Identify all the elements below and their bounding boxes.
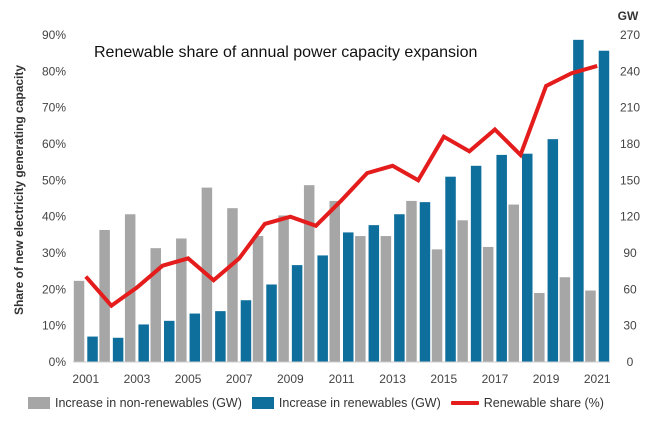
bar-non-renewables	[329, 200, 340, 362]
bar-non-renewables	[278, 215, 289, 362]
x-tick-label: 2015	[430, 372, 457, 386]
y-tick-label: 90%	[42, 28, 66, 42]
x-tick-label: 2013	[379, 372, 406, 386]
y-tick-label: 80%	[42, 64, 66, 78]
bar-renewables	[522, 153, 533, 362]
bar-renewables	[368, 225, 380, 362]
bar-non-renewables	[585, 290, 596, 362]
x-tick-label: 2011	[329, 372, 355, 386]
y2-tick-label: 30	[623, 319, 637, 333]
y-tick-label: 60%	[42, 137, 66, 151]
bar-non-renewables	[431, 249, 443, 362]
bar-non-renewables	[355, 236, 366, 362]
chart-title: Renewable share of annual power capacity…	[94, 44, 477, 61]
y-tick-label: 50%	[42, 173, 66, 187]
y-axis-right-ticks: 0 30 60 90 120 150 180 210 240 270	[620, 28, 640, 369]
bar-renewables	[343, 232, 354, 362]
legend-item-non-renewables: Increase in non-renewables (GW)	[28, 396, 242, 410]
bar-renewables	[470, 165, 482, 362]
legend-item-renewables: Increase in renewables (GW)	[251, 396, 441, 410]
renewable-share-line-group	[84, 63, 598, 309]
bar-renewables	[87, 336, 98, 362]
bar-renewables	[598, 50, 610, 362]
x-tick-label: 2003	[124, 372, 151, 386]
bar-non-renewables	[559, 277, 571, 362]
y2-tick-label: 180	[620, 137, 640, 151]
y2-tick-label: 60	[623, 282, 637, 296]
bar-renewables	[394, 214, 405, 362]
legend-swatch-renewable-share	[450, 401, 479, 405]
bar-renewables	[419, 202, 431, 362]
bar-non-renewables	[406, 200, 417, 362]
legend-label-renewables: Increase in renewables (GW)	[278, 396, 441, 410]
bar-renewables	[573, 39, 584, 362]
bar-renewables	[112, 337, 124, 362]
y2-tick-label: 150	[620, 173, 640, 187]
bar-renewables	[240, 300, 252, 362]
bar-renewables	[138, 324, 149, 362]
x-axis-ticks: 2001 2003 2005 2007 2009 2011 2013 2015 2017 2019…	[72, 372, 610, 386]
bar-renewables	[291, 265, 303, 362]
y-tick-label: 30%	[42, 246, 66, 260]
legend-item-renewable-share: Renewable share (%)	[450, 396, 604, 410]
y-tick-label: 10%	[42, 319, 66, 333]
bar-non-renewables	[252, 236, 264, 362]
x-tick-label: 2001	[72, 372, 99, 386]
x-tick-label: 2017	[482, 372, 509, 386]
legend-swatch-non-renewables	[28, 397, 50, 409]
y-axis-title: Share of new electricity generating capa…	[12, 65, 26, 315]
x-tick-label: 2005	[175, 372, 202, 386]
bar-non-renewables	[303, 185, 315, 362]
y2-tick-label: 210	[620, 101, 640, 115]
bar-renewables	[266, 284, 277, 362]
bar-non-renewables	[534, 292, 545, 362]
legend-swatch-renewables	[251, 397, 274, 409]
bar-non-renewables	[124, 214, 136, 362]
bar-non-renewables	[380, 236, 392, 362]
bar-non-renewables	[457, 220, 468, 362]
bar-renewables	[547, 139, 559, 362]
y-tick-label: 40%	[42, 210, 66, 224]
bar-non-renewables	[482, 246, 494, 362]
x-tick-label: 2019	[533, 372, 560, 386]
bar-renewables	[445, 176, 456, 362]
y-axis-left-ticks: 0% 10% 20% 30% 40% 50% 60% 70% 80% 90%	[42, 28, 66, 369]
bars-group	[73, 39, 610, 362]
bar-renewables	[164, 320, 175, 362]
bar-renewables	[189, 313, 201, 362]
bar-renewables	[215, 311, 226, 362]
y2-tick-label: 120	[620, 210, 640, 224]
bar-non-renewables	[73, 280, 85, 362]
renewable-share-line	[84, 63, 598, 309]
y-tick-label: 70%	[42, 101, 66, 115]
bar-non-renewables	[176, 238, 187, 362]
legend: Increase in non-renewables (GW) Increase…	[28, 396, 614, 410]
legend-label-renewable-share: Renewable share (%)	[483, 396, 604, 410]
bar-non-renewables	[150, 248, 161, 362]
bar-non-renewables	[508, 204, 519, 362]
y2-tick-label: 0	[627, 355, 634, 369]
legend-label-non-renewables: Increase in non-renewables (GW)	[55, 396, 242, 410]
bar-non-renewables	[227, 208, 238, 362]
x-tick-label: 2009	[277, 372, 304, 386]
bar-renewables	[496, 154, 507, 362]
x-tick-label: 2007	[226, 372, 253, 386]
y-tick-label: 0%	[49, 355, 67, 369]
bar-renewables	[317, 255, 328, 362]
y-tick-label: 20%	[42, 282, 66, 296]
y2-tick-label: 270	[620, 28, 640, 42]
x-tick-label: 2021	[584, 372, 611, 386]
y2-tick-label: 240	[620, 64, 640, 78]
y2-axis-title: GW	[618, 9, 639, 23]
y2-tick-label: 90	[623, 246, 637, 260]
